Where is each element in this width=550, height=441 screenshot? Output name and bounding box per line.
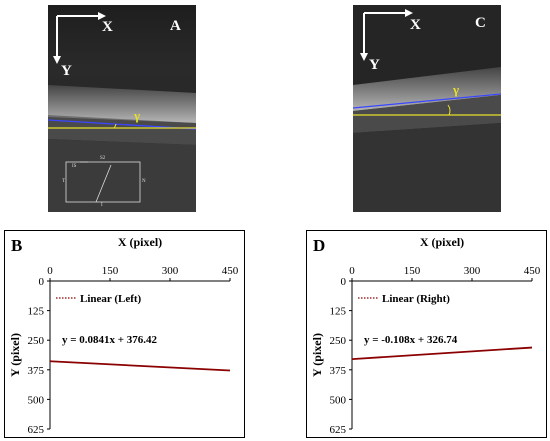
x-axis-title: X (pixel) xyxy=(420,235,464,249)
y-tick-label: 375 xyxy=(330,365,347,377)
inset-label-right: N xyxy=(142,179,146,184)
oct-a-angle-gamma: γ xyxy=(134,108,141,123)
inset-label-bottom: I xyxy=(101,203,103,208)
legend-label: Linear (Left) xyxy=(80,293,142,305)
oct-a-y-axis-label: Y xyxy=(61,63,72,79)
y-tick-label: 250 xyxy=(28,335,45,347)
oct-image-a: X Y A γ S2 T N I IS xyxy=(48,5,196,212)
x-tick-label: 0 xyxy=(47,265,53,277)
trendline-equation: y = -0.108x + 326.74 xyxy=(364,334,458,346)
y-tick-label: 375 xyxy=(28,365,45,377)
y-tick-label: 500 xyxy=(330,394,347,406)
oct-c-panel-letter: C xyxy=(475,15,486,31)
y-tick-label: 500 xyxy=(28,394,45,406)
x-axis-title: X (pixel) xyxy=(118,235,162,249)
y-tick-label: 125 xyxy=(28,306,45,318)
inset-label-top: S2 xyxy=(100,156,106,161)
y-tick-label: 250 xyxy=(330,335,347,347)
chart-b-svg: B X (pixel) 0 150 300 450 0 125 250 375 500 625 Y (p… xyxy=(8,235,239,436)
x-tick-label: 0 xyxy=(349,265,355,277)
oct-c-x-axis-label: X xyxy=(410,17,421,33)
oct-image-c: X Y C γ xyxy=(353,5,501,212)
y-axis-title: Y (pixel) xyxy=(8,333,22,377)
chart-d-svg: D X (pixel) 0 150 300 450 0 125 250 375 500 625 Y (p… xyxy=(310,235,541,436)
inset-label-corner: IS xyxy=(72,164,77,169)
x-tick-label: 150 xyxy=(102,265,119,277)
y-axis-title: Y (pixel) xyxy=(310,333,324,377)
oct-c-axis-arrows xyxy=(360,9,413,61)
x-tick-label: 150 xyxy=(404,265,421,277)
legend-label: Linear (Right) xyxy=(382,293,450,305)
chart-b-panel-letter: B xyxy=(11,236,22,255)
x-tick-label: 300 xyxy=(464,265,481,277)
oct-a-axis-arrows xyxy=(53,12,106,64)
series-line-linear-right xyxy=(351,346,533,361)
trendline-equation: y = 0.0841x + 376.42 xyxy=(62,334,158,346)
y-tick-label: 625 xyxy=(330,424,347,436)
y-tick-label: 0 xyxy=(341,276,347,288)
y-tick-label: 125 xyxy=(330,306,347,318)
x-tick-label: 300 xyxy=(162,265,179,277)
chart-d-panel-letter: D xyxy=(313,236,325,255)
x-tick-label: 450 xyxy=(524,265,541,277)
chart-d: D X (pixel) 0 150 300 450 0 125 250 375 500 625 Y (p… xyxy=(306,230,547,438)
inset-label-left: T xyxy=(62,179,66,184)
oct-a-panel-letter: A xyxy=(170,18,181,34)
x-tick-label: 450 xyxy=(222,265,239,277)
chart-b: B X (pixel) 0 150 300 450 0 125 250 375 500 625 Y (p… xyxy=(4,230,245,438)
y-tick-label: 0 xyxy=(39,276,45,288)
oct-c-y-axis-label: Y xyxy=(369,57,380,73)
oct-c-angle-gamma: γ xyxy=(453,82,460,97)
series-line-linear-left xyxy=(49,360,231,372)
y-tick-label: 625 xyxy=(28,424,45,436)
oct-a-x-axis-label: X xyxy=(102,19,113,35)
